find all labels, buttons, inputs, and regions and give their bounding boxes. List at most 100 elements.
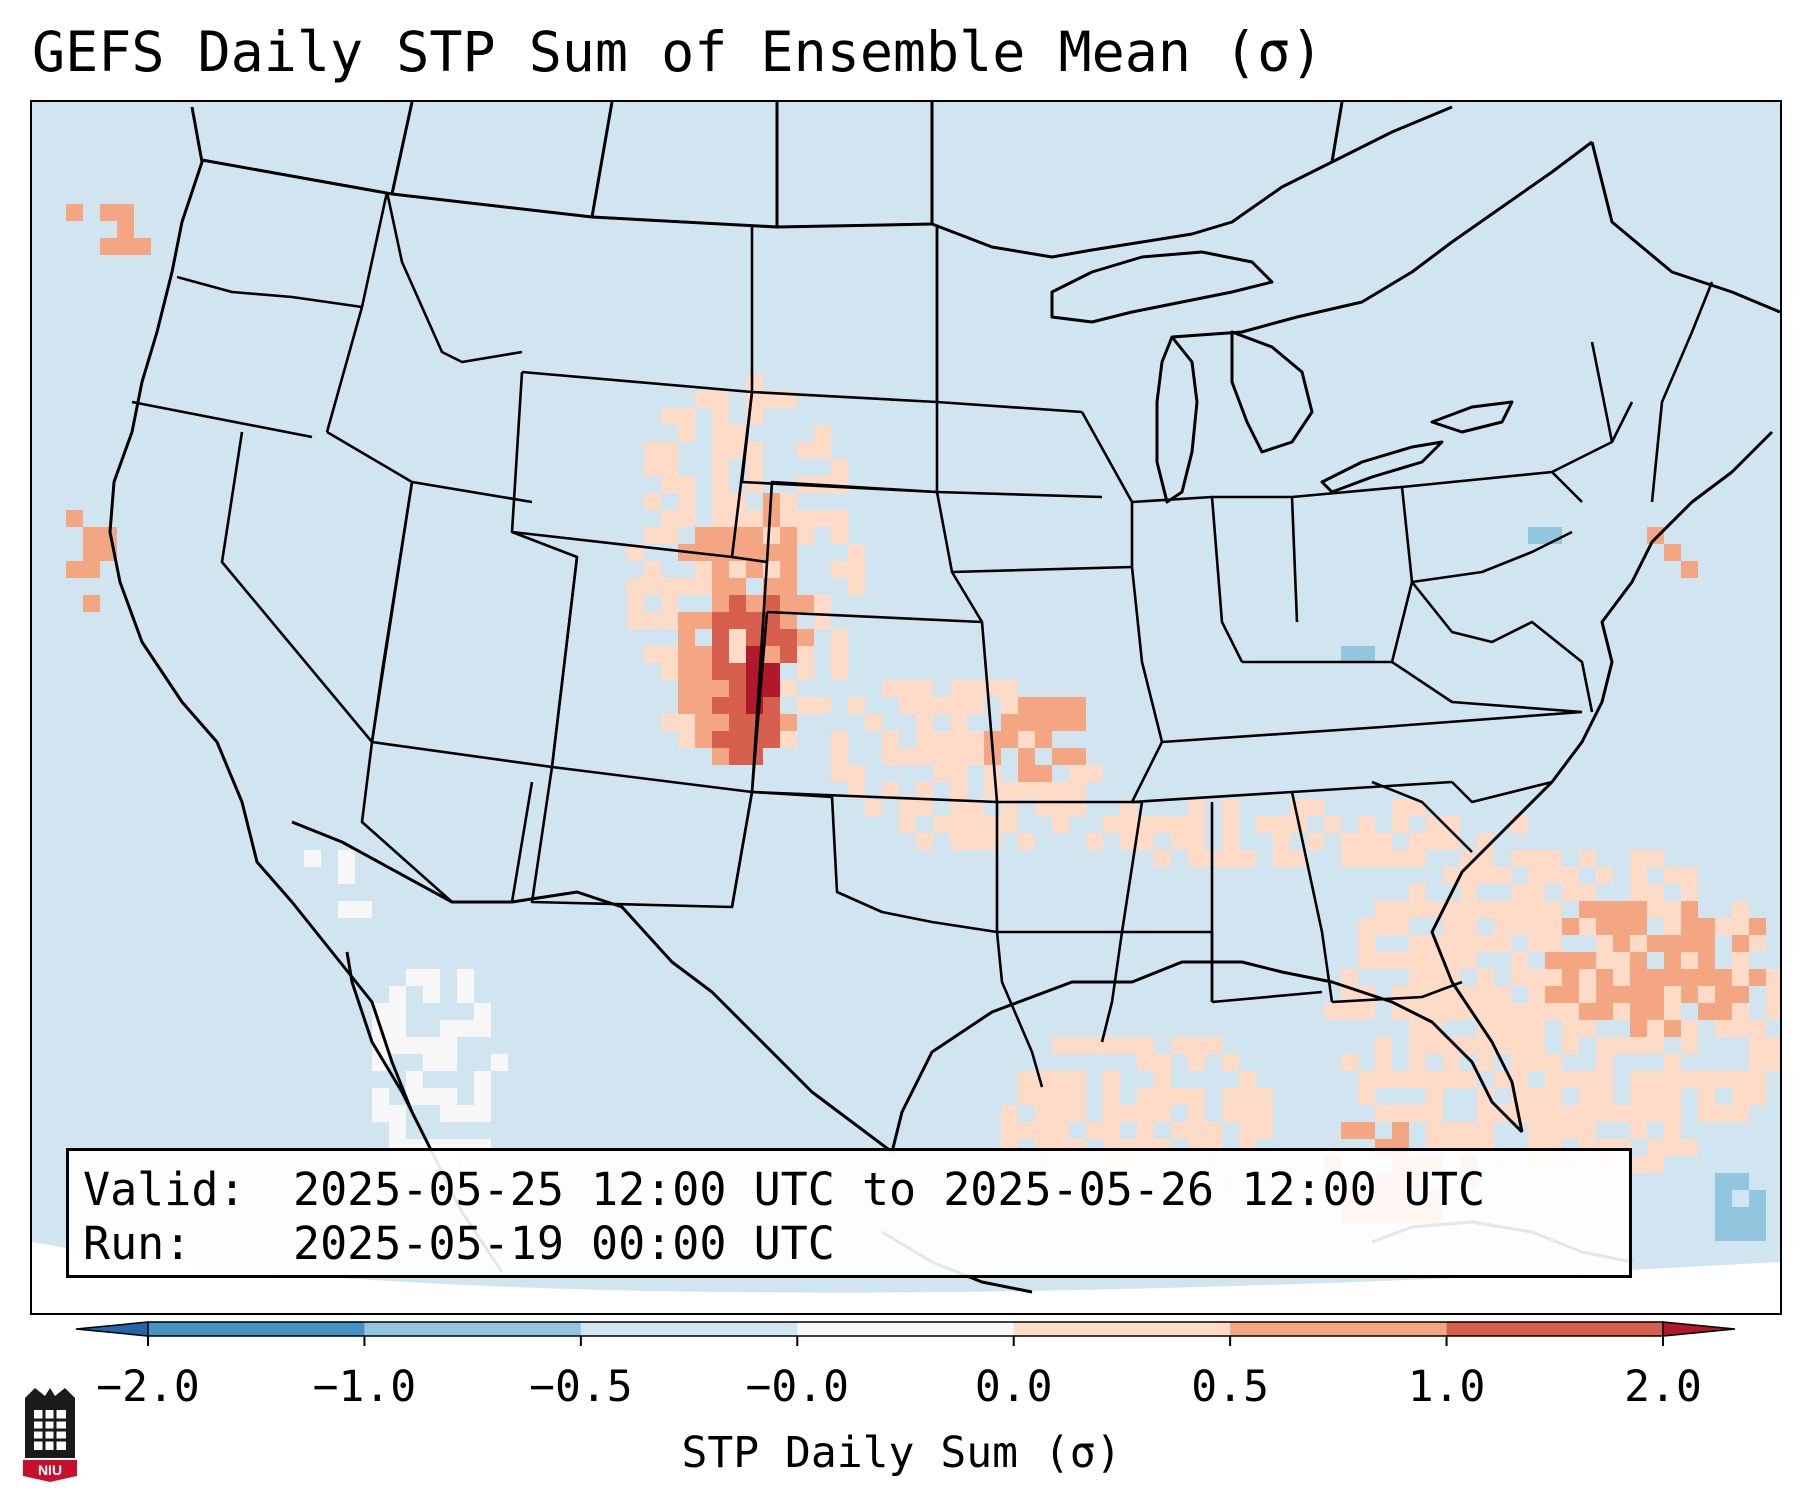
- anomaly-cell: [1528, 901, 1545, 918]
- anomaly-cell: [1732, 1071, 1749, 1088]
- anomaly-cell: [1154, 816, 1171, 833]
- anomaly-cell: [712, 680, 729, 697]
- anomaly-cell: [1239, 1071, 1256, 1088]
- anomaly-cell: [1052, 782, 1069, 799]
- anomaly-cell: [1103, 1122, 1120, 1139]
- anomaly-cell: [644, 612, 661, 629]
- anomaly-cell: [797, 663, 814, 680]
- anomaly-cell: [950, 680, 967, 697]
- anomaly-cell: [695, 391, 712, 408]
- anomaly-cell: [814, 612, 831, 629]
- anomaly-cell: [1545, 867, 1562, 884]
- anomaly-cell: [848, 782, 865, 799]
- colorbar-tick-label: −2.0: [96, 1362, 200, 1412]
- anomaly-cell: [1409, 986, 1426, 1003]
- anomaly-cell: [1222, 1105, 1239, 1122]
- anomaly-cell: [661, 578, 678, 595]
- anomaly-cell: [1681, 969, 1698, 986]
- anomaly-cell: [1528, 1105, 1545, 1122]
- anomaly-cell: [389, 1003, 406, 1020]
- anomaly-cell: [1103, 1037, 1120, 1054]
- anomaly-cell: [134, 238, 151, 255]
- anomaly-cell: [1664, 1088, 1681, 1105]
- anomaly-cell: [389, 1122, 406, 1139]
- anomaly-cell: [1443, 867, 1460, 884]
- anomaly-cell: [1001, 714, 1018, 731]
- anomaly-cell: [763, 544, 780, 561]
- anomaly-cell: [1528, 969, 1545, 986]
- anomaly-cell: [1443, 1037, 1460, 1054]
- anomaly-cell: [1018, 1088, 1035, 1105]
- anomaly-cell: [338, 850, 355, 867]
- anomaly-cell: [1120, 833, 1137, 850]
- anomaly-cell: [1018, 748, 1035, 765]
- anomaly-cell: [967, 748, 984, 765]
- anomaly-cell: [644, 578, 661, 595]
- anomaly-cell: [1069, 697, 1086, 714]
- anomaly-cell: [1511, 1071, 1528, 1088]
- anomaly-cell: [933, 731, 950, 748]
- anomaly-cell: [1579, 901, 1596, 918]
- anomaly-cell: [678, 408, 695, 425]
- anomaly-cell: [1681, 986, 1698, 1003]
- anomaly-cell: [1052, 1122, 1069, 1139]
- anomaly-cell: [695, 663, 712, 680]
- anomaly-cell: [1443, 935, 1460, 952]
- anomaly-cell: [1035, 714, 1052, 731]
- anomaly-cell: [1086, 1122, 1103, 1139]
- anomaly-cell: [1052, 1071, 1069, 1088]
- anomaly-cell: [780, 561, 797, 578]
- anomaly-cell: [1069, 1071, 1086, 1088]
- anomaly-cell: [440, 1037, 457, 1054]
- anomaly-cell: [1698, 918, 1715, 935]
- anomaly-cell: [1460, 1071, 1477, 1088]
- anomaly-cell: [1749, 935, 1766, 952]
- anomaly-cell: [1290, 850, 1307, 867]
- run-value: 2025-05-19 00:00 UTC: [293, 1217, 835, 1270]
- anomaly-cell: [1375, 952, 1392, 969]
- anomaly-cell: [1120, 816, 1137, 833]
- anomaly-cell: [457, 1020, 474, 1037]
- anomaly-cell: [1375, 833, 1392, 850]
- anomaly-cell: [1035, 1105, 1052, 1122]
- anomaly-cell: [1749, 1071, 1766, 1088]
- anomaly-cell: [1426, 1037, 1443, 1054]
- anomaly-cell: [1494, 1003, 1511, 1020]
- anomaly-cell: [1086, 833, 1103, 850]
- anomaly-cell: [712, 663, 729, 680]
- anomaly-cell: [763, 527, 780, 544]
- anomaly-cell: [848, 544, 865, 561]
- anomaly-cell: [967, 680, 984, 697]
- anomaly-cell: [338, 901, 355, 918]
- anomaly-cell: [1613, 1003, 1630, 1020]
- anomaly-cell: [695, 527, 712, 544]
- anomaly-cell: [1069, 748, 1086, 765]
- anomaly-cell: [746, 544, 763, 561]
- colorbar-tick-label: −0.0: [745, 1362, 850, 1412]
- anomaly-cell: [1732, 1105, 1749, 1122]
- virginia-borders: [1410, 581, 1594, 713]
- anomaly-cell: [1630, 1003, 1647, 1020]
- gulf-coastline: [890, 960, 1524, 1153]
- anomaly-cell: [1409, 833, 1426, 850]
- anomaly-cell: [1579, 884, 1596, 901]
- anomaly-cell: [1732, 1224, 1749, 1241]
- anomaly-cell: [678, 476, 695, 493]
- anomaly-cell: [797, 442, 814, 459]
- anomaly-cell: [1698, 935, 1715, 952]
- colorbar-segment: [364, 1322, 582, 1336]
- anomaly-cell: [1018, 1071, 1035, 1088]
- anomaly-cell: [712, 595, 729, 612]
- anomaly-cell: [1001, 1122, 1018, 1139]
- anomaly-cell: [1409, 1054, 1426, 1071]
- anomaly-cell: [1375, 901, 1392, 918]
- anomaly-cell: [695, 714, 712, 731]
- anomaly-cell: [1052, 1088, 1069, 1105]
- anomaly-cell: [1613, 986, 1630, 1003]
- anomaly-cell: [1443, 952, 1460, 969]
- anomaly-cell: [1596, 969, 1613, 986]
- outside-domain-area: [32, 1242, 1780, 1313]
- anomaly-cell: [389, 1020, 406, 1037]
- anomaly-cell: [1664, 952, 1681, 969]
- anomaly-cell: [1664, 1003, 1681, 1020]
